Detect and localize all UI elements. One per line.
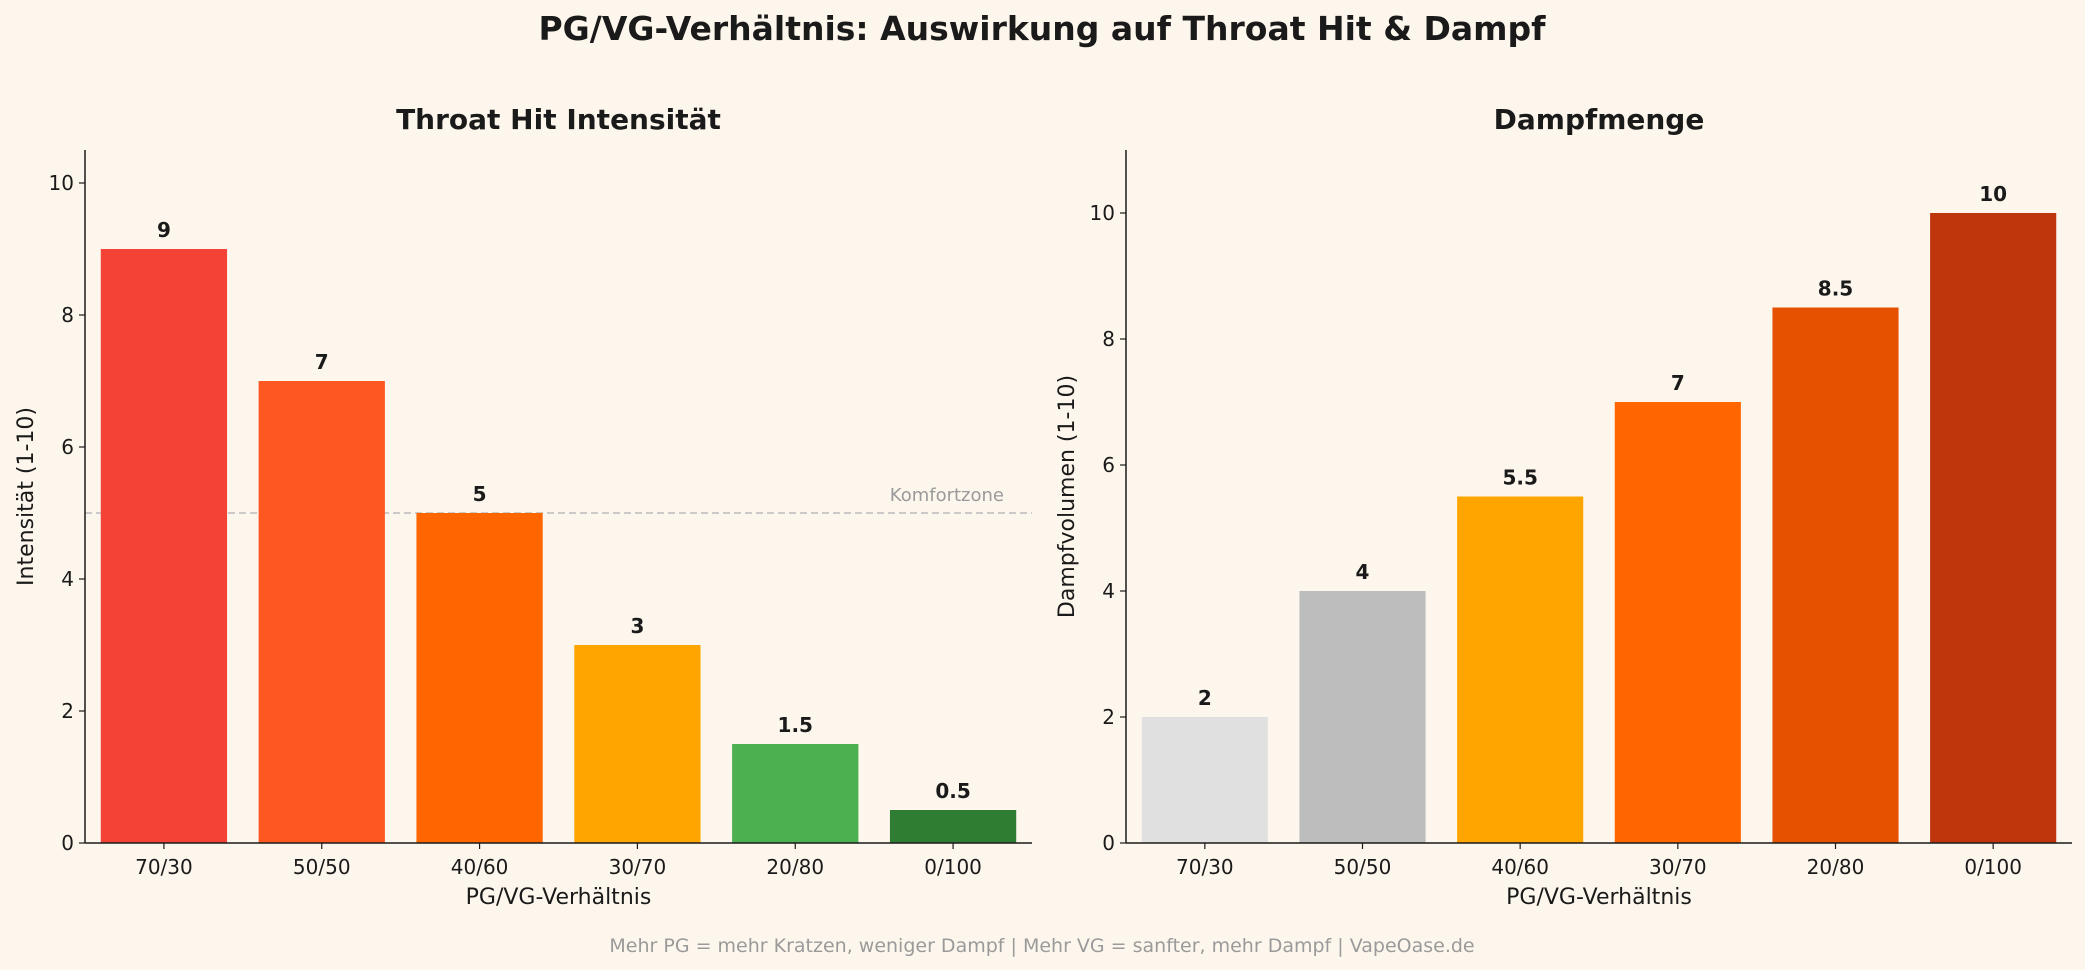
bar-70/30 bbox=[1141, 717, 1268, 843]
x-tick-label: 40/60 bbox=[1491, 855, 1549, 879]
x-tick-label: 70/30 bbox=[135, 855, 193, 879]
value-label: 9 bbox=[157, 218, 171, 242]
y-tick-label: 10 bbox=[1090, 201, 1115, 225]
value-label: 1.5 bbox=[778, 713, 813, 737]
figure-title: PG/VG-Verhältnis: Auswirkung auf Throat … bbox=[539, 9, 1547, 48]
bar-40/60 bbox=[1457, 496, 1584, 843]
value-label: 7 bbox=[1671, 371, 1685, 395]
x-tick-label: 0/100 bbox=[924, 855, 982, 879]
value-label: 4 bbox=[1356, 560, 1370, 584]
bar-40/60 bbox=[416, 513, 543, 843]
bar-70/30 bbox=[100, 249, 228, 843]
reference-line-label: Komfortzone bbox=[890, 485, 1004, 506]
x-tick-label: 40/60 bbox=[451, 855, 509, 879]
y-tick-label: 6 bbox=[61, 435, 74, 459]
y-tick-label: 8 bbox=[1102, 327, 1115, 351]
x-tick-label: 70/30 bbox=[1176, 855, 1234, 879]
value-label: 5 bbox=[473, 482, 487, 506]
x-tick-label: 20/80 bbox=[766, 855, 824, 879]
x-tick-label: 30/70 bbox=[609, 855, 667, 879]
value-label: 2 bbox=[1198, 686, 1212, 710]
chart-panels: Throat Hit Intensität Komfortzone 9 70/30 7 5… bbox=[14, 103, 2072, 910]
bar-0/100 bbox=[1930, 213, 2057, 843]
y-tick-label: 0 bbox=[61, 831, 74, 855]
x-tick-label: 50/50 bbox=[1334, 855, 1392, 879]
x-tick-label: 0/100 bbox=[1964, 855, 2022, 879]
bar-0/100 bbox=[889, 810, 1017, 843]
y-tick-label: 10 bbox=[49, 171, 74, 195]
y-axis-label: Dampfvolumen (1-10) bbox=[1055, 375, 1080, 618]
value-label: 0.5 bbox=[935, 779, 970, 803]
chart-panel-2: Dampfmenge 2 70/30 4 50/50 5.5 40/60 7 30/70 8.5 2… bbox=[1055, 103, 2072, 910]
x-axis-label: PG/VG-Verhältnis bbox=[466, 885, 652, 910]
value-label: 8.5 bbox=[1818, 277, 1853, 301]
bar-30/70 bbox=[574, 645, 701, 843]
x-axis-label: PG/VG-Verhältnis bbox=[1506, 885, 1692, 910]
bar-20/80 bbox=[732, 744, 859, 843]
panel-title: Throat Hit Intensität bbox=[396, 103, 721, 136]
bar-50/50 bbox=[258, 381, 385, 843]
x-tick-label: 30/70 bbox=[1649, 855, 1707, 879]
value-label: 3 bbox=[630, 614, 644, 638]
bar-50/50 bbox=[1299, 591, 1426, 843]
y-axis-label: Intensität (1-10) bbox=[14, 407, 39, 586]
y-tick-label: 0 bbox=[1102, 831, 1115, 855]
x-tick-label: 20/80 bbox=[1807, 855, 1865, 879]
y-tick-label: 4 bbox=[1102, 579, 1115, 603]
y-tick-label: 8 bbox=[61, 303, 74, 327]
bar-20/80 bbox=[1772, 307, 1899, 843]
bar-30/70 bbox=[1614, 402, 1741, 843]
value-label: 10 bbox=[1979, 182, 2007, 206]
value-label: 7 bbox=[315, 350, 329, 374]
x-tick-label: 50/50 bbox=[293, 855, 351, 879]
y-tick-label: 2 bbox=[1102, 705, 1115, 729]
y-tick-label: 4 bbox=[61, 567, 74, 591]
y-tick-label: 6 bbox=[1102, 453, 1115, 477]
value-label: 5.5 bbox=[1502, 466, 1537, 490]
y-tick-label: 2 bbox=[61, 699, 74, 723]
footnote: Mehr PG = mehr Kratzen, weniger Dampf | … bbox=[609, 935, 1474, 957]
chart-panel-1: Throat Hit Intensität Komfortzone 9 70/30 7 5… bbox=[14, 103, 1032, 910]
panel-title: Dampfmenge bbox=[1494, 103, 1705, 136]
